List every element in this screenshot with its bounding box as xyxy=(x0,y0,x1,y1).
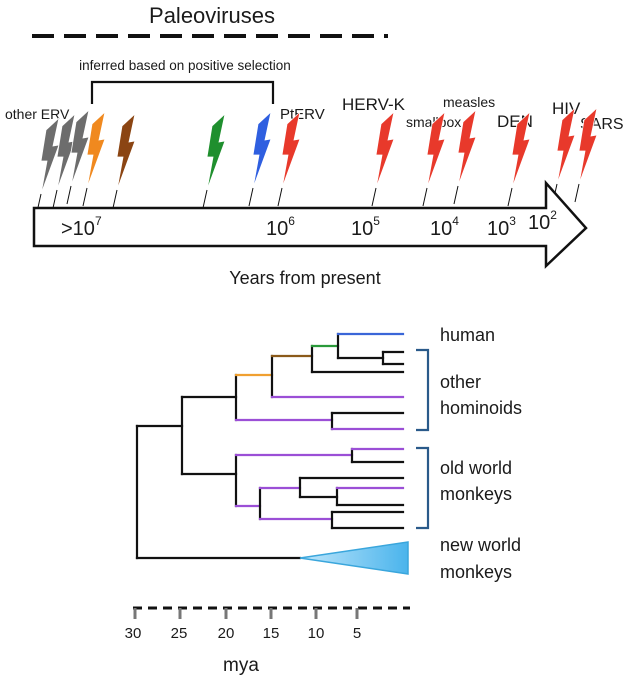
lightning-bolt-den-pointer xyxy=(507,187,513,207)
svg-text:106: 106 xyxy=(266,214,295,240)
clade-label-owm-line2: monkeys xyxy=(440,484,512,504)
mya-tick-5: 5 xyxy=(353,625,361,642)
phylogenetic-tree xyxy=(135,332,405,560)
clade-label-hominoids-line1: other xyxy=(440,372,481,392)
axis-label-years: Years from present xyxy=(229,268,380,288)
lightning-bolt-pterv-icon xyxy=(281,110,301,189)
tick-gt10-7: >107 xyxy=(61,214,102,240)
lightning-bolt-herv-k-icon xyxy=(375,110,395,189)
mya-tick-20: 20 xyxy=(218,625,235,642)
tick-10-3: 103 xyxy=(487,214,516,240)
lightning-bolt-smallpox-pointer xyxy=(422,187,428,207)
hominoids-bracket xyxy=(416,348,430,432)
lightning-bolt-grey-2-pointer xyxy=(52,189,58,209)
tick-10-6: 106 xyxy=(266,214,295,240)
tick-10-5: 105 xyxy=(351,214,380,240)
lightning-bolt-brown-pointer xyxy=(112,189,118,209)
mya-tick-10: 10 xyxy=(308,625,325,642)
mya-scale-ticks xyxy=(133,608,359,619)
lightning-bolt-green-icon xyxy=(206,112,226,191)
label-other-erv: other ERV xyxy=(5,106,70,122)
lightning-bolt-blue-pointer xyxy=(248,187,254,207)
mya-tick-15: 15 xyxy=(263,625,280,642)
lightning-bolt-grey-3-pointer xyxy=(66,185,72,205)
clade-label-human: human xyxy=(440,325,495,345)
lightning-bolt-sars-icon xyxy=(578,106,598,185)
lightning-bolt-smallpox-icon xyxy=(426,110,446,189)
clade-label-nwm-line2: monkeys xyxy=(440,562,512,582)
lightning-bolt-pterv-pointer xyxy=(277,187,283,207)
paleoviruses-header: Paleoviruses xyxy=(149,3,275,28)
timeline-arrow xyxy=(32,179,588,269)
label-pterv: PtERV xyxy=(280,106,325,123)
svg-text:102: 102 xyxy=(528,208,557,234)
tick-10-4: 104 xyxy=(430,214,459,240)
lightning-bolt-grey-1-icon xyxy=(40,116,60,195)
bracket-label: inferred based on positive selection xyxy=(79,58,291,73)
lightning-bolt-measles-pointer xyxy=(453,185,459,205)
lightning-bolt-green-pointer xyxy=(202,189,208,209)
clade-label-nwm-line1: new world xyxy=(440,535,521,555)
svg-text:103: 103 xyxy=(487,214,516,240)
lightning-bolt-grey-2-icon xyxy=(56,112,76,191)
lightning-bolt-measles-icon xyxy=(457,108,477,187)
lightning-bolt-herv-k-pointer xyxy=(371,187,377,207)
svg-text:>107: >107 xyxy=(61,214,102,240)
label-measles: measles xyxy=(443,94,495,110)
lightning-bolt-sars-pointer xyxy=(574,183,580,203)
label-hiv: HIV xyxy=(552,99,581,118)
lightning-bolt-brown-icon xyxy=(116,112,136,191)
lightning-bolt-orange-pointer xyxy=(82,187,88,207)
lightning-bolt-den-icon xyxy=(511,110,531,189)
svg-text:104: 104 xyxy=(430,214,459,240)
new-world-monkeys-triangle xyxy=(299,541,409,575)
lightning-bolt-hiv-icon xyxy=(556,106,576,185)
positive-selection-bracket xyxy=(90,80,275,104)
mya-tick-30: 30 xyxy=(125,625,142,642)
tick-10-2: 102 xyxy=(528,208,557,234)
lightning-bolt-grey-3-icon xyxy=(70,108,90,187)
clade-label-hominoids-line2: hominoids xyxy=(440,398,522,418)
mya-tick-25: 25 xyxy=(171,625,188,642)
old-world-monkeys-bracket xyxy=(416,446,430,530)
clade-label-owm-line1: old world xyxy=(440,458,512,478)
lightning-bolt-orange-icon xyxy=(86,110,106,189)
label-herv-k: HERV-K xyxy=(342,95,406,114)
mya-unit-label: mya xyxy=(223,655,259,676)
svg-text:105: 105 xyxy=(351,214,380,240)
lightning-bolt-blue-icon xyxy=(252,110,272,189)
